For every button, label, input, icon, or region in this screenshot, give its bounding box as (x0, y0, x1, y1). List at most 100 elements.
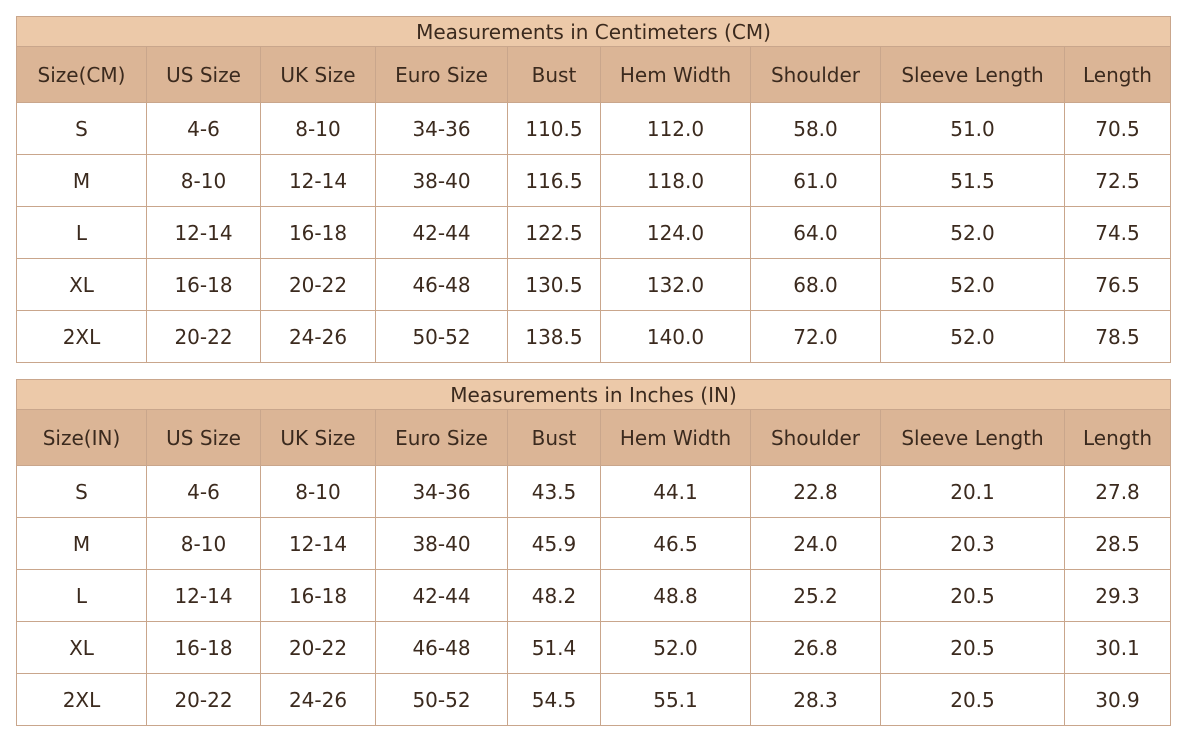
cell: 20.1 (880, 465, 1065, 518)
cell: 51.5 (880, 154, 1065, 207)
cell: 20.5 (880, 621, 1065, 674)
cell: 29.3 (1063, 569, 1172, 622)
cell: 52.0 (600, 621, 751, 674)
column-header: Euro Size (375, 46, 508, 103)
cell: 12-14 (146, 206, 261, 259)
cell: 2XL (16, 673, 147, 726)
data-row: XL 16-18 20-22 46-48 130.5 132.0 68.0 52.0 76.5 (16, 258, 1171, 311)
cell: 50-52 (375, 673, 508, 726)
cell: 20-22 (260, 258, 376, 311)
cell: 2XL (16, 310, 147, 363)
cell: 46-48 (375, 621, 508, 674)
cell: 16-18 (260, 206, 376, 259)
size-table: Measurements in Inches (IN) Size(IN) US Si… (15, 379, 1172, 726)
cell: 8-10 (260, 465, 376, 518)
cell: 45.9 (507, 517, 601, 570)
column-header: Size(CM) (16, 46, 147, 103)
data-row: 2XL 20-22 24-26 50-52 54.5 55.1 28.3 20.5 30.9 (16, 673, 1172, 726)
cell: 42-44 (375, 569, 508, 622)
column-header: Size(IN) (16, 409, 147, 466)
cell: S (16, 465, 147, 518)
cell: 112.0 (600, 102, 751, 155)
cell: 74.5 (1064, 206, 1171, 259)
cell: 118.0 (600, 154, 751, 207)
table-title: Measurements in Centimeters (CM) (16, 16, 1171, 47)
cell: 8-10 (146, 154, 261, 207)
cell: 27.8 (1063, 465, 1172, 518)
cell: 28.5 (1063, 517, 1172, 570)
cell: XL (16, 621, 147, 674)
column-header: UK Size (260, 409, 376, 466)
cell: 25.2 (750, 569, 881, 622)
column-header: Euro Size (375, 409, 508, 466)
header-row: Size(IN) US Size UK Size Euro Size Bust Hem W… (16, 409, 1172, 466)
cell: 20-22 (146, 310, 261, 363)
cell: 52.0 (880, 310, 1065, 363)
cell: 55.1 (600, 673, 751, 726)
cell: 46.5 (600, 517, 751, 570)
column-header: Length (1063, 409, 1172, 466)
cell: 48.8 (600, 569, 751, 622)
cell: 28.3 (750, 673, 881, 726)
cell: 116.5 (507, 154, 601, 207)
cell: 42-44 (375, 206, 508, 259)
cell: 132.0 (600, 258, 751, 311)
cell: 54.5 (507, 673, 601, 726)
column-header: Sleeve Length (880, 409, 1065, 466)
cell: 12-14 (146, 569, 261, 622)
cell: 124.0 (600, 206, 751, 259)
data-row: S 4-6 8-10 34-36 43.5 44.1 22.8 20.1 27.8 (16, 465, 1172, 518)
cell: 24-26 (260, 673, 376, 726)
cell: 46-48 (375, 258, 508, 311)
cell: 16-18 (146, 258, 261, 311)
cell: 4-6 (146, 102, 261, 155)
cell: 8-10 (260, 102, 376, 155)
cell: 4-6 (146, 465, 261, 518)
cell: XL (16, 258, 147, 311)
column-header: Shoulder (750, 409, 881, 466)
data-row: 2XL 20-22 24-26 50-52 138.5 140.0 72.0 52.0 78.5 (16, 310, 1171, 363)
cell: 12-14 (260, 517, 376, 570)
column-header: Hem Width (600, 409, 751, 466)
column-header: UK Size (260, 46, 376, 103)
cell: 51.0 (880, 102, 1065, 155)
cell: M (16, 517, 147, 570)
cell: 24.0 (750, 517, 881, 570)
cell: 34-36 (375, 465, 508, 518)
cell: L (16, 569, 147, 622)
cell: 76.5 (1064, 258, 1171, 311)
column-header: US Size (146, 46, 261, 103)
cell: 12-14 (260, 154, 376, 207)
column-header: Bust (507, 409, 601, 466)
cell: 8-10 (146, 517, 261, 570)
cell: M (16, 154, 147, 207)
cell: 24-26 (260, 310, 376, 363)
cell: 38-40 (375, 154, 508, 207)
cell: 43.5 (507, 465, 601, 518)
cell: 61.0 (750, 154, 881, 207)
cell: 44.1 (600, 465, 751, 518)
cell: 138.5 (507, 310, 601, 363)
cell: 20.5 (880, 569, 1065, 622)
data-row: M 8-10 12-14 38-40 116.5 118.0 61.0 51.5 72.5 (16, 154, 1171, 207)
data-row: M 8-10 12-14 38-40 45.9 46.5 24.0 20.3 28.5 (16, 517, 1172, 570)
cell: 72.5 (1064, 154, 1171, 207)
cell: 122.5 (507, 206, 601, 259)
data-row: XL 16-18 20-22 46-48 51.4 52.0 26.8 20.5 30.1 (16, 621, 1172, 674)
size-table: Measurements in Centimeters (CM) Size(CM)… (16, 16, 1171, 363)
cell: 20-22 (146, 673, 261, 726)
data-row: S 4-6 8-10 34-36 110.5 112.0 58.0 51.0 70.5 (16, 102, 1171, 155)
cell: 16-18 (146, 621, 261, 674)
column-header: Bust (507, 46, 601, 103)
cell: 64.0 (750, 206, 881, 259)
cell: 48.2 (507, 569, 601, 622)
cell: 26.8 (750, 621, 881, 674)
data-row: L 12-14 16-18 42-44 48.2 48.8 25.2 20.5 29.3 (16, 569, 1172, 622)
cell: 52.0 (880, 206, 1065, 259)
column-header: Length (1064, 46, 1171, 103)
title-row: Measurements in Inches (IN) (15, 379, 1172, 410)
cell: 22.8 (750, 465, 881, 518)
cell: 34-36 (375, 102, 508, 155)
cell: 70.5 (1064, 102, 1171, 155)
cell: 78.5 (1064, 310, 1171, 363)
